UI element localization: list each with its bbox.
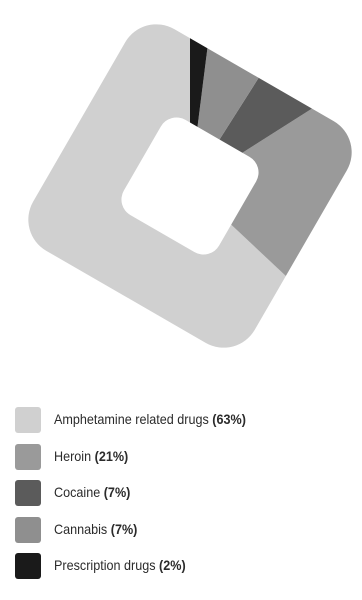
legend-label: Prescription drugs (2%) bbox=[54, 557, 186, 573]
legend-swatch bbox=[15, 516, 41, 543]
legend-label: Cannabis (7%) bbox=[54, 521, 137, 537]
legend-label: Cocaine (7%) bbox=[54, 484, 130, 500]
legend-label-name: Prescription drugs bbox=[54, 557, 156, 573]
legend-label-percent: (7%) bbox=[103, 484, 131, 500]
legend-swatch bbox=[15, 407, 41, 433]
legend-label-name: Amphetamine related drugs bbox=[54, 411, 209, 427]
legend-label-name: Heroin bbox=[54, 447, 92, 464]
legend-item-heroin: Heroin (21%) bbox=[15, 443, 355, 470]
legend-label: Amphetamine related drugs (63%) bbox=[54, 411, 246, 427]
donut-chart bbox=[15, 11, 362, 361]
legend-label-percent: (21%) bbox=[94, 447, 129, 464]
legend-label-percent: (7%) bbox=[110, 520, 138, 537]
slice-heroin bbox=[190, 46, 362, 361]
legend-item-cannabis: Cannabis (7%) bbox=[15, 516, 355, 543]
legend-label-name: Cannabis bbox=[54, 520, 108, 537]
legend-label-percent: (2%) bbox=[159, 557, 186, 573]
legend-label-name: Cocaine bbox=[54, 484, 101, 500]
legend-swatch bbox=[15, 553, 41, 579]
legend-label: Heroin (21%) bbox=[54, 448, 128, 464]
legend-swatch bbox=[15, 480, 41, 506]
legend-item-prescription-drugs: Prescription drugs (2%) bbox=[15, 553, 355, 579]
donut-slices bbox=[15, 11, 362, 361]
slice-prescription-drugs bbox=[190, 11, 223, 186]
legend-item-amphetamine-related-drugs: Amphetamine related drugs (63%) bbox=[15, 407, 355, 433]
legend-label-percent: (63%) bbox=[212, 411, 246, 427]
legend-item-cocaine: Cocaine (7%) bbox=[15, 480, 355, 506]
legend-swatch bbox=[15, 443, 41, 470]
chart-legend: Amphetamine related drugs (63%) Heroin (2… bbox=[15, 407, 355, 590]
